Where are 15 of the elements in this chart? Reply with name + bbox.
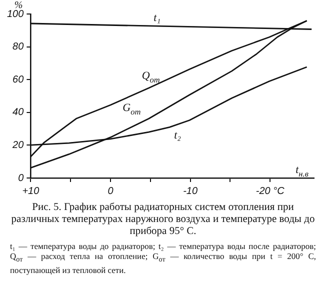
- y-tick-label: 0: [18, 172, 24, 184]
- series-label: t₁: [154, 12, 161, 24]
- y-tick-label: 20: [12, 140, 24, 151]
- x-tick-label: 0: [108, 186, 114, 197]
- x-tick-label: -20 °C: [256, 186, 286, 197]
- x-tick-label: -10: [183, 186, 198, 197]
- y-tick-label: 40: [12, 107, 24, 118]
- x-tick-label: +10: [22, 186, 40, 197]
- series-label: t₂: [174, 129, 182, 142]
- y-tick-label: 80: [12, 42, 24, 53]
- y-tick-label: 60: [12, 74, 24, 86]
- y-tick-label: 100: [6, 8, 24, 20]
- y-axis-title: %: [14, 0, 23, 11]
- text: Рис. 5. График работы радиаторных систем отопления при различных температурах наружного воздуха и температуре воды до прибора 95° С.: [10, 202, 316, 238]
- text: t₁ — температура воды до радиаторов; t₂ — температура воды после радиаторов; Q$_{от}$ — расход тепла на отопление; G$_{от}$ — количество воды при t = 200° С, поступающей из тепловой сети.: [10, 241, 316, 275]
